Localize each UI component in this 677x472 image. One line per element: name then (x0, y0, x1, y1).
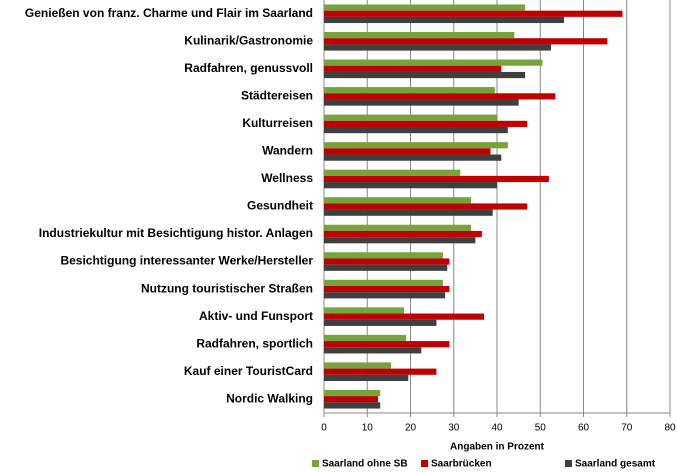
y-tick-label: Aktiv- und Funsport (199, 309, 313, 323)
bar (324, 402, 381, 409)
bar (324, 258, 450, 265)
y-tick-label: Genießen von franz. Charme und Flair im … (25, 6, 313, 20)
bar (324, 197, 472, 204)
y-tick-label: Wandern (262, 144, 313, 158)
bar (324, 120, 528, 127)
bar (324, 396, 379, 403)
legend-label: Saarbrücken (431, 459, 492, 470)
bar (324, 65, 502, 72)
bar (324, 175, 549, 183)
y-tick-label: Nordic Walking (226, 391, 313, 405)
bar (324, 142, 508, 149)
bar (324, 114, 497, 121)
bar (324, 252, 443, 259)
bar (324, 87, 495, 94)
bar (324, 374, 409, 381)
bar (324, 279, 443, 286)
bar (324, 389, 381, 397)
legend-label: Saarland ohne SB (322, 459, 408, 470)
legend-swatch (565, 460, 572, 467)
y-tick-label: Wellness (261, 171, 313, 185)
y-tick-label: Radfahren, sportlich (196, 336, 313, 350)
bar (324, 286, 450, 293)
bar (324, 32, 515, 39)
bar (324, 127, 508, 134)
x-tick-label: 20 (405, 423, 417, 434)
bar (324, 368, 437, 375)
bar (324, 38, 608, 45)
bar (324, 292, 446, 299)
bar (324, 347, 422, 354)
x-tick-label: 0 (321, 423, 327, 434)
y-tick-label: Radfahren, genussvoll (184, 61, 313, 75)
bar (324, 334, 407, 342)
bar (324, 230, 482, 238)
legend-swatch (421, 460, 428, 467)
bar (324, 16, 565, 24)
bar (324, 182, 497, 189)
bar (324, 44, 552, 51)
bar (324, 154, 502, 161)
bar (324, 4, 526, 11)
bar (324, 148, 491, 155)
y-tick-label: Kauf einer TouristCard (184, 364, 313, 378)
x-tick-label: 10 (362, 423, 374, 434)
y-tick-label: Industriekultur mit Besichtigung histor.… (39, 226, 313, 240)
bar (324, 362, 392, 369)
bar (324, 319, 437, 326)
bar (324, 10, 623, 17)
bar (324, 59, 543, 66)
y-tick-label: Städtereisen (241, 89, 313, 103)
y-tick-label: Besichtigung interessanter Werke/Herstel… (60, 254, 313, 268)
y-tick-label: Gesundheit (247, 199, 313, 213)
bar (324, 224, 472, 231)
bar (324, 307, 405, 314)
x-tick-label: 70 (621, 423, 633, 434)
x-tick-label: 40 (491, 423, 503, 434)
bar (324, 203, 528, 210)
legend-label: Saarland gesamt (575, 459, 656, 470)
bar (324, 209, 493, 216)
bar (324, 237, 476, 244)
y-tick-label: Kulinarik/Gastronomie (184, 33, 313, 47)
bar (324, 313, 485, 320)
bar (324, 99, 519, 106)
x-tick-label: 60 (578, 423, 590, 434)
bar (324, 264, 448, 271)
legend-swatch (312, 460, 319, 467)
bar (324, 341, 450, 348)
x-axis-title: Angaben in Prozent (450, 442, 545, 453)
x-tick-label: 80 (664, 423, 676, 434)
y-tick-label: Kulturreisen (242, 116, 313, 130)
x-tick-label: 50 (535, 423, 547, 434)
x-tick-label: 30 (448, 423, 460, 434)
bar (324, 71, 526, 79)
bar (324, 169, 461, 176)
bar (324, 93, 556, 100)
y-tick-label: Nutzung touristischer Straßen (141, 281, 313, 295)
